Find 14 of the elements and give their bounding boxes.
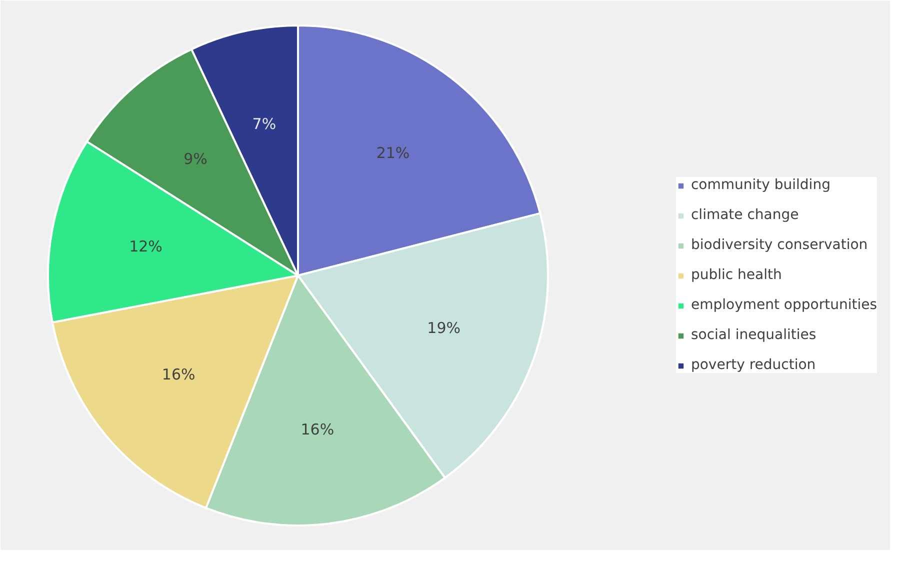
data-label: 12% <box>129 237 162 256</box>
legend-label: social inequalities <box>690 327 816 343</box>
data-label: 21% <box>376 144 410 162</box>
legend-label: community building <box>690 177 830 193</box>
data-label: 7% <box>252 115 276 134</box>
data-label: 9% <box>184 150 208 168</box>
legend-label: climate change <box>690 207 799 223</box>
legend-label: employment opportunities <box>690 297 877 313</box>
legend-label: poverty reduction <box>690 357 816 373</box>
legend-label: biodiversity conservation <box>690 237 868 253</box>
legend-label: public health <box>690 267 782 283</box>
data-label: 19% <box>427 319 461 338</box>
data-label: 16% <box>300 420 334 438</box>
data-label: 16% <box>162 365 196 384</box>
